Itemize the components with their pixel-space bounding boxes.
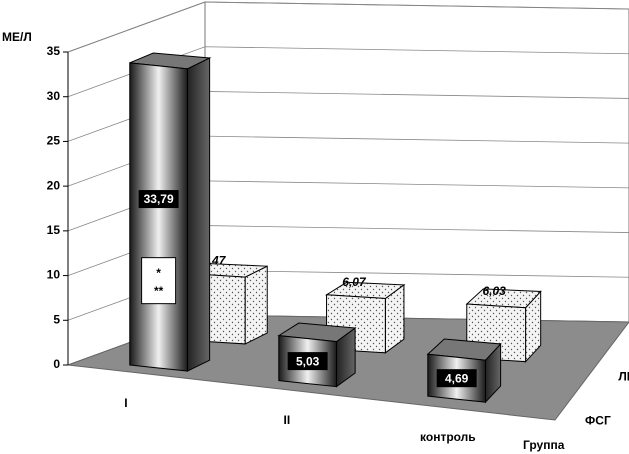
y-tick-label: 25 [47, 134, 61, 148]
y-axis-title: МЕ/Л [2, 30, 32, 44]
value-label-box [138, 190, 179, 209]
y-tick-label: 35 [47, 44, 61, 58]
y-tick-label: 20 [47, 178, 61, 192]
value-label-group: 33,79 [138, 190, 179, 209]
y-tick-label: 0 [53, 357, 60, 371]
depth-tick-label: ЛГ [618, 369, 629, 383]
grid-line [67, 1, 629, 53]
depth-tick-label: ФСГ [585, 414, 611, 428]
y-tick-label: 5 [53, 312, 60, 326]
bar [129, 62, 188, 372]
value-label: 4,69 [445, 371, 469, 385]
y-tick-label: 15 [47, 223, 61, 237]
value-label-box [436, 369, 477, 388]
x-tick-label: I [124, 396, 127, 410]
bar-side [186, 57, 211, 372]
z-axis-title: Группа [523, 438, 565, 452]
grid-line [67, 46, 629, 98]
value-label-group: 4,69 [436, 369, 477, 388]
value-label: 6,07 [342, 275, 367, 289]
value-label: 6,03 [483, 284, 507, 298]
x-tick-label: II [284, 413, 291, 427]
annotation-box [141, 257, 177, 305]
bar-side [244, 265, 268, 345]
annotation: * [156, 266, 161, 280]
y-tick-label: 10 [47, 268, 61, 282]
y-tick-label: 30 [47, 89, 61, 103]
value-label: 5,03 [296, 354, 320, 368]
value-label-group: 5,03 [287, 352, 328, 371]
value-label-box [287, 352, 328, 371]
annotation: ** [154, 284, 164, 298]
value-label: 33,79 [144, 192, 174, 206]
x-tick-label: контроль [420, 430, 476, 444]
